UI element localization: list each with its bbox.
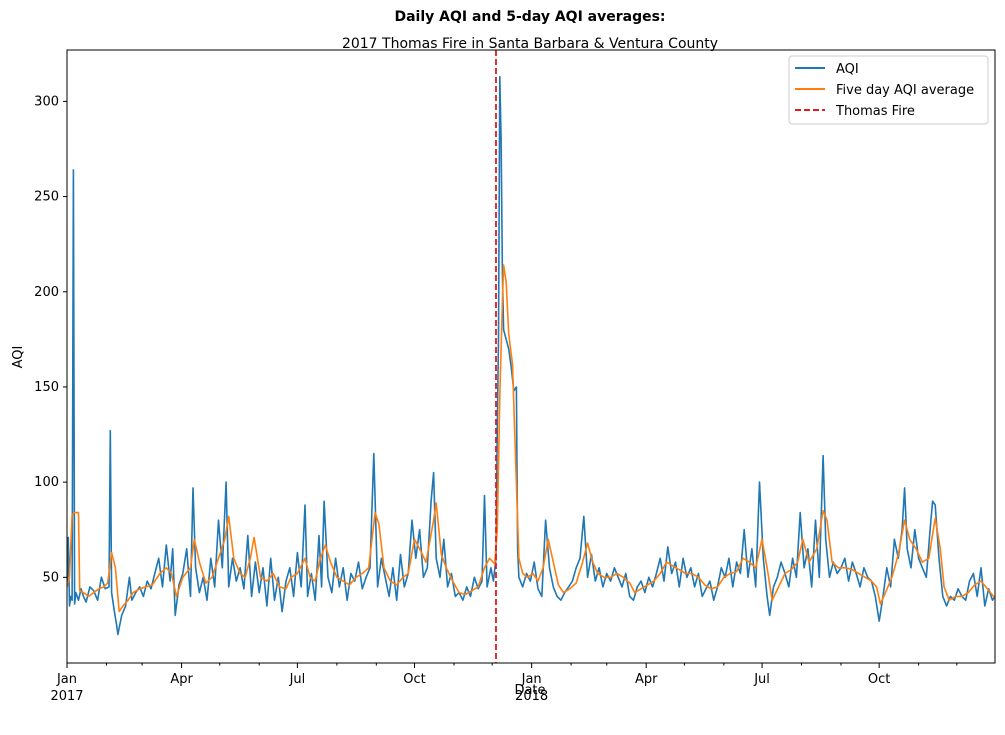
legend-label-thomas-fire: Thomas Fire bbox=[835, 104, 915, 119]
x-tick-label: Jan bbox=[521, 672, 542, 687]
y-tick-label: 150 bbox=[34, 380, 59, 395]
y-axis: 50 100 150 200 250 300 bbox=[34, 94, 67, 585]
y-tick-label: 300 bbox=[34, 94, 59, 109]
series-line-aqi bbox=[67, 75, 995, 636]
x-tick-label: Apr bbox=[170, 672, 193, 687]
y-tick-label: 50 bbox=[42, 570, 59, 585]
y-tick-label: 250 bbox=[34, 190, 59, 205]
legend-box bbox=[788, 55, 989, 125]
plot-area bbox=[67, 50, 995, 663]
series-line-five-day-average bbox=[67, 264, 995, 613]
legend: AQI Five day AQI average Thomas Fire bbox=[788, 55, 989, 125]
x-tick-label: Jan bbox=[56, 672, 77, 687]
x-axis: Jan 2017 Apr Jul Oct Jan 2018 Apr Jul Oct bbox=[50, 663, 958, 704]
x-tick-label: Jul bbox=[289, 672, 306, 687]
x-tick-label: Jul bbox=[753, 672, 770, 687]
y-tick-label: 200 bbox=[34, 285, 59, 300]
x-tick-label: Apr bbox=[635, 672, 658, 687]
x-tick-label: Oct bbox=[868, 672, 890, 687]
y-tick-label: 100 bbox=[34, 475, 59, 490]
legend-label-aqi: AQI bbox=[836, 62, 859, 77]
y-axis-label: AQI bbox=[11, 346, 26, 369]
x-axis-label: Date bbox=[514, 683, 545, 698]
chart-subtitle: 2017 Thomas Fire in Santa Barbara & Vent… bbox=[342, 36, 718, 52]
x-tick-label: Oct bbox=[403, 672, 425, 687]
plot-frame bbox=[66, 49, 996, 664]
x-tick-year-label: 2018 bbox=[515, 689, 548, 704]
legend-label-five-day-average: Five day AQI average bbox=[836, 83, 974, 98]
chart-title: Daily AQI and 5-day AQI averages: bbox=[394, 9, 665, 25]
x-tick-year-label: 2017 bbox=[50, 689, 83, 704]
